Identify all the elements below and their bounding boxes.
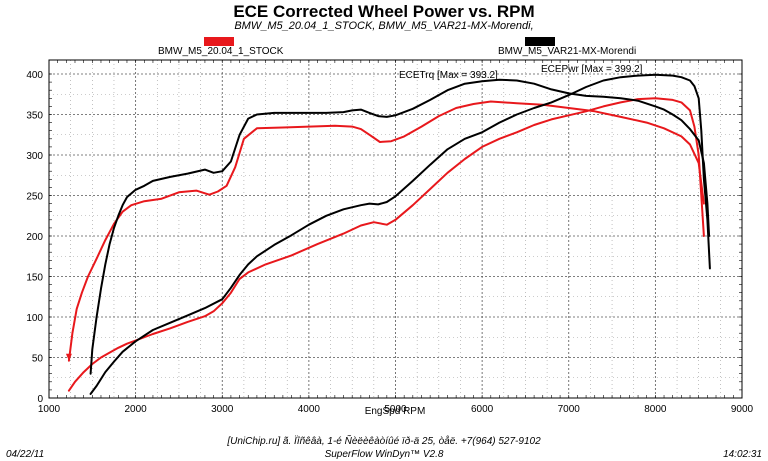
plot-frame: [48, 59, 743, 399]
annotation-power-max: ECEPwr [Max = 399.2]: [541, 64, 643, 75]
y-tick-label: 350: [26, 111, 43, 122]
chart-subtitle: BMW_M5_20.04_1_STOCK, BMW_M5_VAR21-MX-Mo…: [234, 20, 534, 32]
x-tick-label: 6000: [471, 404, 494, 415]
y-tick-label: 100: [26, 313, 43, 324]
series-line-morendi-power: [89, 73, 711, 395]
y-tick-label: 250: [26, 192, 43, 203]
x-tick-label: 1000: [38, 404, 61, 415]
legend-swatch-morendi: [525, 37, 555, 46]
footer-contact: [UniChip.ru] ã. Ïîñêâà, 1-é Ñèëèêàòíûé ï…: [227, 436, 541, 447]
x-tick-label: 8000: [644, 404, 667, 415]
series-line-stock-torque: [67, 100, 705, 362]
annotation-torque-max: ECETrq [Max = 393.2]: [399, 70, 498, 81]
x-tick-label: 5000: [384, 404, 407, 415]
legend-swatch-stock: [204, 37, 234, 46]
x-tick-label: 2000: [125, 404, 148, 415]
y-tick-label: 400: [26, 70, 43, 81]
x-tick-label: 3000: [211, 404, 234, 415]
y-tick-label: 50: [32, 354, 44, 365]
chart-title: ECE Corrected Wheel Power vs. RPM: [233, 2, 535, 21]
footer-date: 04/22/11: [6, 449, 45, 460]
x-tick-label: 7000: [558, 404, 581, 415]
y-tick-label: 300: [26, 151, 43, 162]
x-tick-label: 9000: [731, 404, 754, 415]
footer-software: SuperFlow WinDyn™ V2.8: [324, 449, 444, 460]
y-tick-label: 200: [26, 232, 43, 243]
series-line-morendi-torque: [89, 78, 711, 375]
series-start-marker: [65, 353, 72, 361]
x-tick-label: 4000: [298, 404, 321, 415]
series-line-stock-power: [67, 97, 705, 392]
y-tick-label: 150: [26, 273, 43, 284]
y-tick-label: 0: [37, 394, 43, 405]
x-axis-label: EngSpd RPM: [365, 406, 426, 417]
footer-time: 14:02:31: [723, 449, 762, 460]
legend-label-morendi: BMW_M5_VAR21-MX-Morendi: [498, 46, 637, 57]
legend-label-stock: BMW_M5_20.04_1_STOCK: [158, 46, 284, 57]
